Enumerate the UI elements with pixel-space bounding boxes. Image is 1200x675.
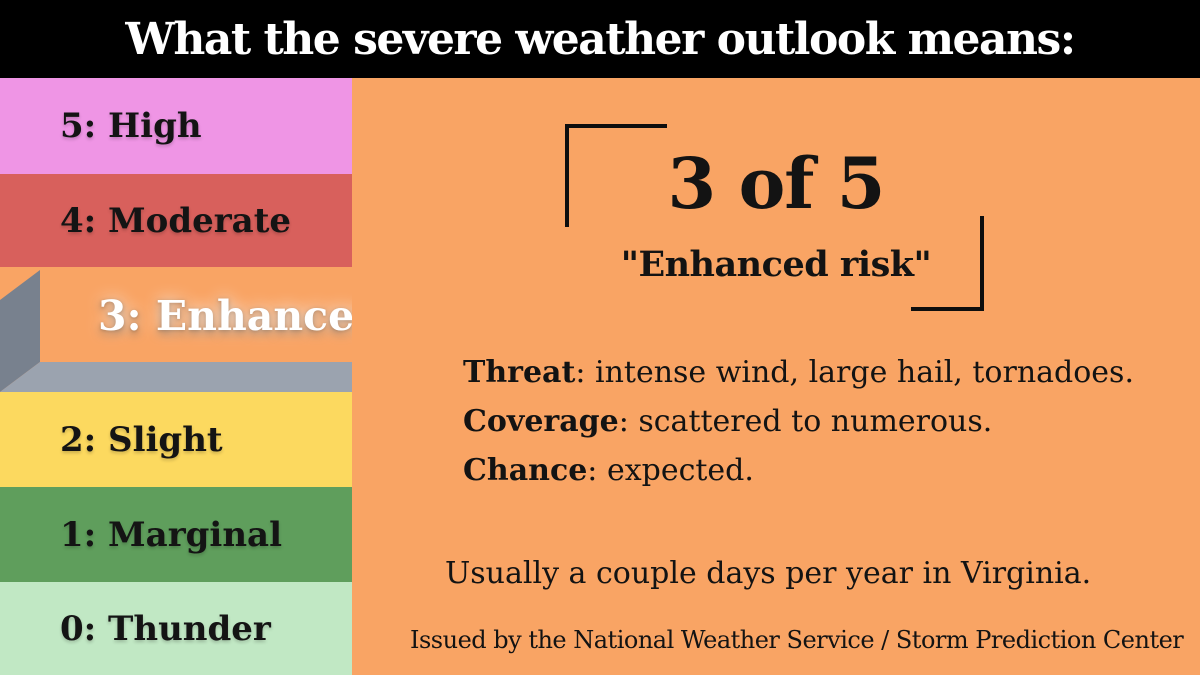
attribute-line-threat: Threat: intense wind, large hail, tornad… <box>463 348 1134 397</box>
scale-row-label: 5: High <box>60 106 202 146</box>
attribute-line-chance: Chance: expected. <box>463 446 1134 495</box>
scale-row-label: 0: Thunder <box>60 608 271 649</box>
frequency-note: Usually a couple days per year in Virgin… <box>445 556 1092 591</box>
attribute-line-coverage: Coverage: scattered to numerous. <box>463 397 1134 446</box>
page-title: What the severe weather outlook means: <box>125 13 1076 65</box>
scale-row-marginal: 1: Marginal <box>0 487 352 582</box>
corner-bracket-top-left <box>565 124 667 227</box>
scale-row-slight: 2: Slight <box>0 392 352 487</box>
shadow-side-wedge <box>0 270 40 392</box>
scale-row-label: 1: Marginal <box>60 514 282 555</box>
risk-attributes: Threat: intense wind, large hail, tornad… <box>463 348 1134 495</box>
scale-row-high: 5: High <box>0 78 352 174</box>
scale-row-label: 3: Enhanced <box>98 292 383 340</box>
scale-row-moderate: 4: Moderate <box>0 174 352 267</box>
scale-row-label: 2: Slight <box>60 419 223 460</box>
enhanced-row-3d-shadow <box>0 270 390 392</box>
detail-panel: 3 of 5 "Enhanced risk" Threat: intense w… <box>352 78 1200 675</box>
scale-row-enhanced: 3: Enhanced <box>98 270 383 362</box>
shadow-bottom-wedge <box>0 362 390 392</box>
attribute-label: Threat <box>463 355 576 390</box>
corner-bracket-bottom-right <box>911 216 984 311</box>
attribute-value: : expected. <box>587 453 754 488</box>
risk-rating: 3 of 5 <box>667 142 886 225</box>
risk-name: "Enhanced risk" <box>620 244 932 285</box>
header-bar: What the severe weather outlook means: <box>0 0 1200 78</box>
attribute-label: Coverage <box>463 404 619 439</box>
attribute-value: : intense wind, large hail, tornadoes. <box>575 355 1134 390</box>
attribute-label: Chance <box>463 453 588 488</box>
attribute-value: : scattered to numerous. <box>618 404 993 439</box>
scale-row-thunder: 0: Thunder <box>0 582 352 675</box>
scale-row-label: 4: Moderate <box>60 200 292 241</box>
source-note: Issued by the National Weather Service /… <box>410 626 1184 654</box>
